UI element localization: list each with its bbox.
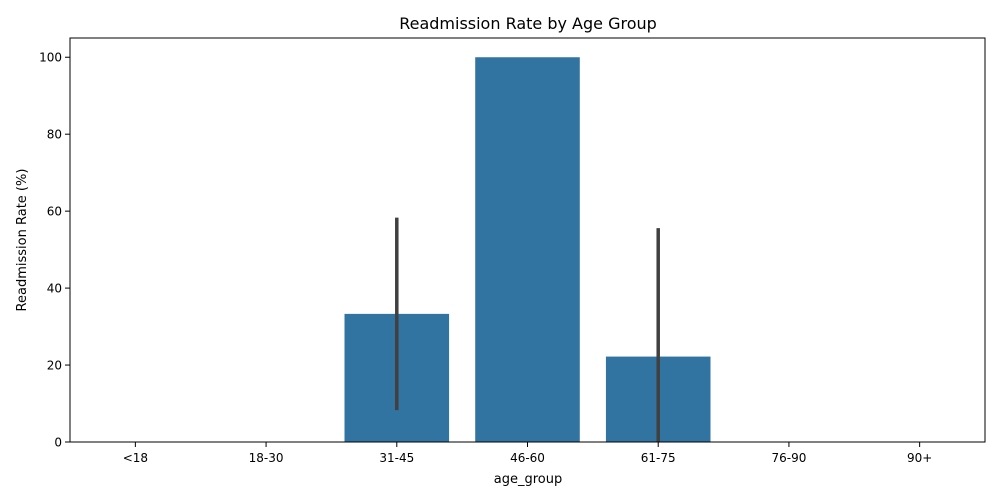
y-axis: 0 20 40 60 80 100: [39, 51, 70, 450]
x-tick-label: 18-30: [249, 451, 284, 465]
x-tick-label: <18: [123, 451, 148, 465]
y-tick-label: 100: [39, 51, 62, 65]
x-tick-label: 46-60: [510, 451, 545, 465]
y-tick-label: 60: [47, 205, 62, 219]
y-tick-label: 80: [47, 128, 62, 142]
plot-area: [344, 57, 711, 442]
y-tick-label: 40: [47, 282, 62, 296]
y-tick-label: 0: [54, 436, 62, 450]
x-axis: <18 18-30 31-45 46-60 61-75 76-90 90+: [123, 442, 932, 465]
x-tick-label: 31-45: [379, 451, 414, 465]
x-tick-label: 76-90: [771, 451, 806, 465]
y-tick-label: 20: [47, 359, 62, 373]
y-axis-label: Readmission Rate (%): [15, 169, 30, 312]
x-axis-label: age_group: [494, 472, 562, 487]
x-tick-label: 90+: [907, 451, 932, 465]
bar-46-60: [475, 57, 580, 442]
chart-title: Readmission Rate by Age Group: [399, 14, 657, 33]
x-tick-label: 61-75: [641, 451, 676, 465]
